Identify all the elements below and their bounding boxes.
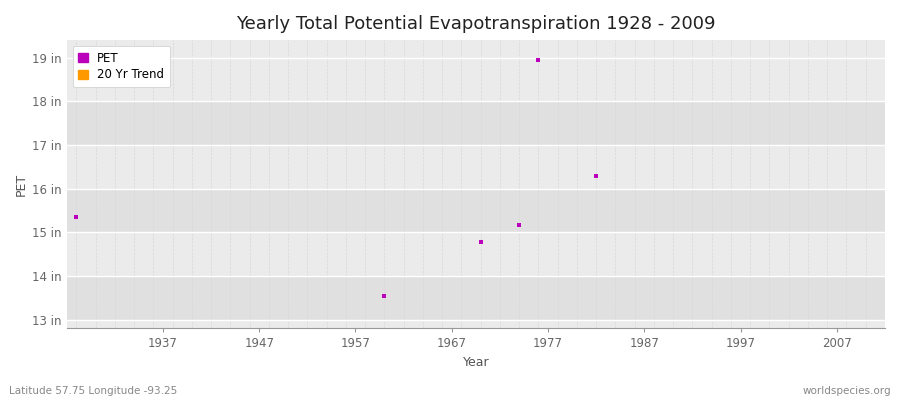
Title: Yearly Total Potential Evapotranspiration 1928 - 2009: Yearly Total Potential Evapotranspiratio…	[236, 15, 716, 33]
Point	[512, 222, 526, 228]
Point	[69, 214, 84, 220]
Text: worldspecies.org: worldspecies.org	[803, 386, 891, 396]
Text: Latitude 57.75 Longitude -93.25: Latitude 57.75 Longitude -93.25	[9, 386, 177, 396]
Bar	[67, 145, 885, 189]
Point	[531, 56, 545, 63]
Legend: PET, 20 Yr Trend: PET, 20 Yr Trend	[73, 46, 170, 87]
Point	[377, 292, 392, 299]
Bar	[67, 276, 885, 320]
Point	[589, 172, 603, 179]
Bar	[67, 232, 885, 276]
X-axis label: Year: Year	[463, 356, 489, 369]
Y-axis label: PET: PET	[15, 173, 28, 196]
Bar	[67, 58, 885, 101]
Point	[473, 239, 488, 245]
Bar	[67, 189, 885, 232]
Bar	[67, 101, 885, 145]
